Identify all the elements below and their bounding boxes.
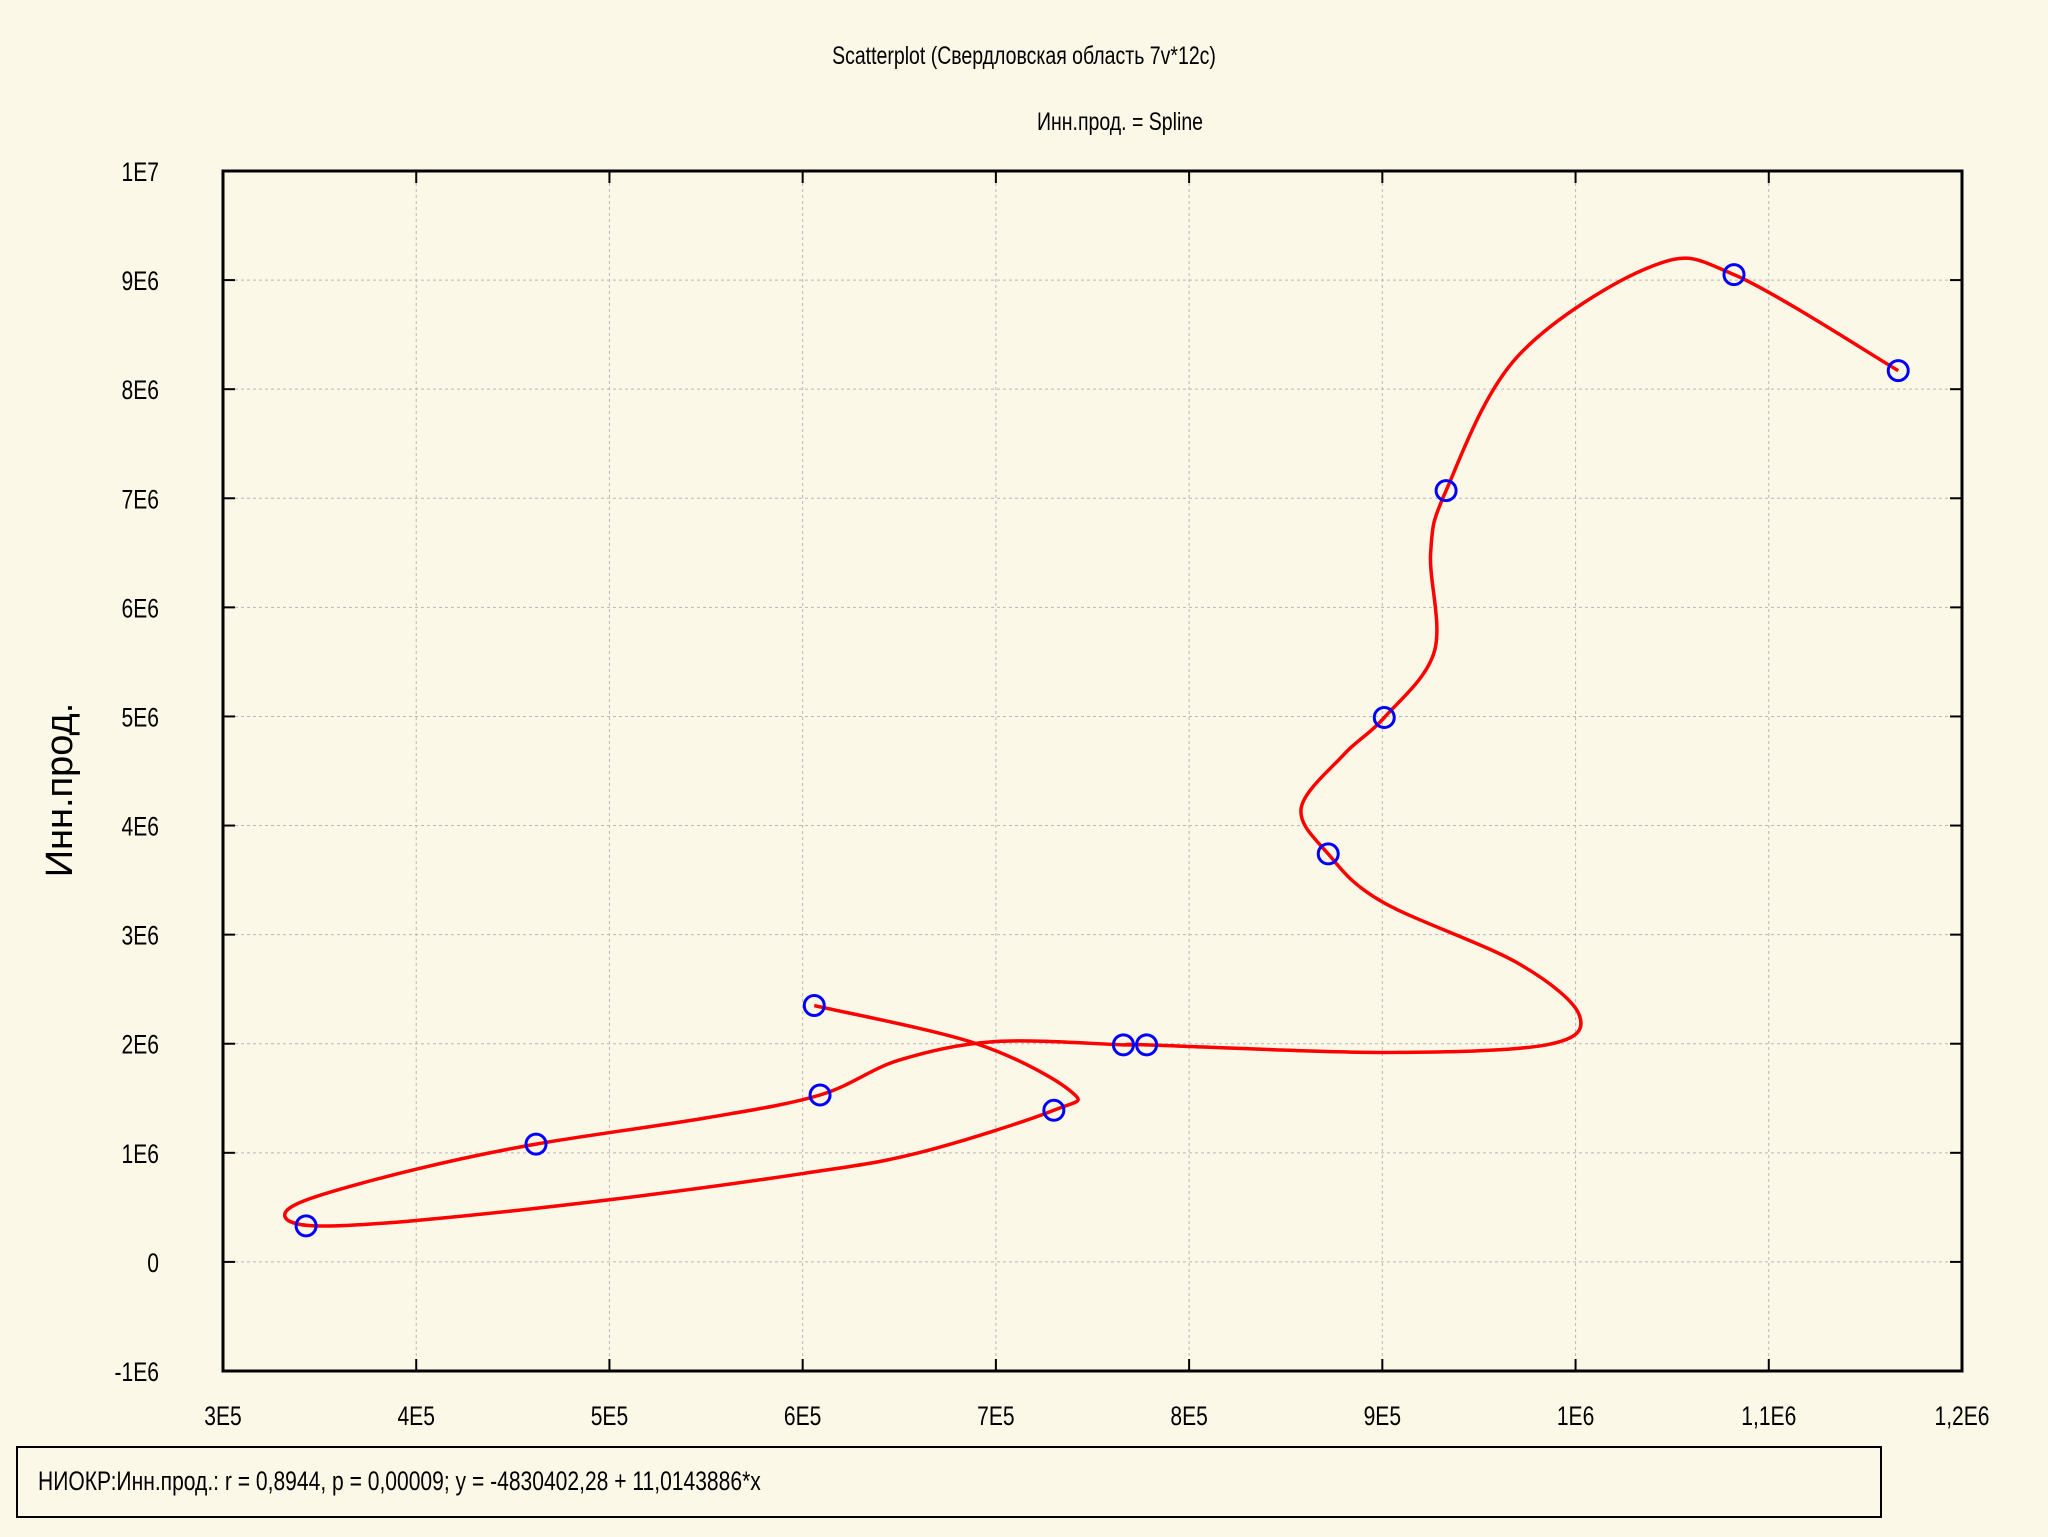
chart-title: Scatterplot (Свердловская область 7v*12c… xyxy=(832,42,1216,70)
y-tick-label: 4E6 xyxy=(122,812,159,842)
data-point xyxy=(1042,1098,1066,1122)
y-tick-label: 3E6 xyxy=(122,921,159,951)
x-tick-label: 1E6 xyxy=(1557,1402,1594,1432)
y-tick-label: 1E6 xyxy=(122,1139,159,1169)
x-tick-label: 8E5 xyxy=(1170,1402,1207,1432)
data-point xyxy=(1372,706,1396,730)
chart-subtitle: Инн.прод. = Spline xyxy=(1036,108,1204,136)
y-tick-label: 5E6 xyxy=(122,703,159,733)
regression-text: НИОКР:Инн.прод.: r = 0,8944, p = 0,00009… xyxy=(38,1466,761,1496)
x-tick-label: 4E5 xyxy=(397,1402,434,1432)
y-axis-label: Инн.прод. xyxy=(39,703,81,878)
x-tick-label: 6E5 xyxy=(784,1402,821,1432)
y-tick-label: 0 xyxy=(147,1248,159,1278)
y-tick-label: 8E6 xyxy=(122,376,159,406)
data-points xyxy=(294,263,1910,1238)
data-point xyxy=(808,1083,832,1107)
regression-info-box: НИОКР:Инн.прод.: r = 0,8944, p = 0,00009… xyxy=(16,1446,1882,1518)
y-tick-label: -1E6 xyxy=(115,1358,159,1388)
grid-lines xyxy=(223,171,1962,1371)
x-tick-label: 7E5 xyxy=(977,1402,1014,1432)
plot-area-frame xyxy=(221,169,1964,1373)
data-point xyxy=(1434,479,1458,503)
axis-ticks xyxy=(222,170,1963,1372)
y-axis-tick-labels: -1E6 0 1E6 2E6 3E6 4E6 5E6 6E6 7E6 8E6 9E6 1E7 xyxy=(115,158,159,1388)
y-tick-label: 9E6 xyxy=(122,267,159,297)
y-tick-label: 2E6 xyxy=(122,1030,159,1060)
data-point xyxy=(1111,1033,1135,1057)
x-tick-label: 5E5 xyxy=(591,1402,628,1432)
x-tick-label: 1,2E6 xyxy=(1934,1402,1989,1432)
x-tick-label: 3E5 xyxy=(204,1402,241,1432)
x-tick-label: 1,1E6 xyxy=(1741,1402,1796,1432)
y-tick-label: 6E6 xyxy=(122,594,159,624)
data-point xyxy=(294,1214,318,1238)
data-point xyxy=(524,1132,548,1156)
y-tick-label: 1E7 xyxy=(122,158,159,188)
data-point xyxy=(802,994,826,1018)
data-point xyxy=(1135,1033,1159,1057)
data-point xyxy=(1886,359,1910,383)
x-axis-tick-labels: 3E5 4E5 5E5 6E5 7E5 8E5 9E5 1E6 1,1E6 1,2E6 xyxy=(204,1402,1989,1432)
data-point xyxy=(1316,842,1340,866)
data-point xyxy=(1722,263,1746,287)
spline-curve xyxy=(282,256,1900,1228)
x-tick-label: 9E5 xyxy=(1364,1402,1401,1432)
y-tick-label: 7E6 xyxy=(122,485,159,515)
